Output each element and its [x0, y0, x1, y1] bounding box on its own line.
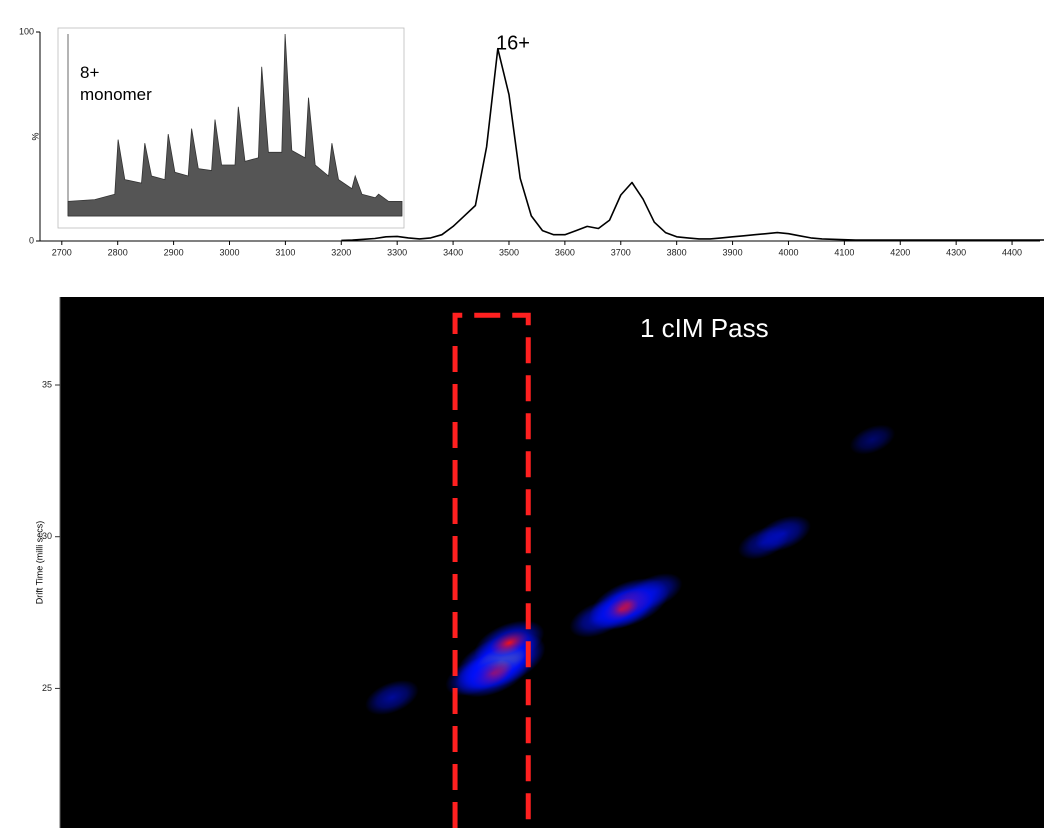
x-tick-label: 3700 — [611, 247, 631, 257]
inset-spectrum — [67, 33, 403, 217]
x-tick-label: 4300 — [946, 247, 966, 257]
y-tick-label: 35 — [42, 379, 52, 389]
x-tick-label: 3600 — [555, 247, 575, 257]
y-tick-label: 25 — [42, 683, 52, 693]
inset-annotation: 8+ monomer — [80, 63, 152, 104]
spectrum-line — [341, 47, 1044, 242]
x-tick-label: 4400 — [1002, 247, 1022, 257]
x-tick-label: 3300 — [387, 247, 407, 257]
x-tick-label: 4200 — [890, 247, 910, 257]
x-tick-label: 2900 — [164, 247, 184, 257]
plot-annotation: 1 cIM Pass — [640, 313, 769, 343]
intensity-blob — [365, 680, 419, 716]
intensity-blob — [737, 526, 790, 560]
peak-annotation: 16+ — [496, 32, 530, 54]
x-tick-label: 3000 — [219, 247, 239, 257]
annotation-line: 8+ — [80, 63, 99, 82]
x-tick-label: 3400 — [443, 247, 463, 257]
x-tick-label: 3100 — [275, 247, 295, 257]
x-tick-label: 4000 — [778, 247, 798, 257]
intensity-blob — [569, 599, 628, 638]
x-tick-label: 2800 — [108, 247, 128, 257]
y-tick-label: 30 — [42, 531, 52, 541]
intensity-blob — [849, 424, 896, 455]
annotation-line: monomer — [80, 85, 152, 104]
x-tick-label: 4100 — [834, 247, 854, 257]
y-tick-label: 100 — [19, 26, 34, 36]
x-tick-label: 3500 — [499, 247, 519, 257]
x-tick-label: 2700 — [52, 247, 72, 257]
y-axis-label: Drift Time (milli secs) — [34, 521, 44, 605]
y-axis-label: % — [30, 132, 40, 140]
intensity-blob — [626, 573, 683, 610]
x-tick-label: 3800 — [667, 247, 687, 257]
heatmap-background — [60, 297, 1044, 828]
highlight-box — [452, 312, 531, 828]
y-tick-label: 0 — [29, 235, 34, 245]
intensity-blob — [445, 656, 507, 696]
x-tick-label: 3900 — [723, 247, 743, 257]
x-tick-label: 3200 — [331, 247, 351, 257]
